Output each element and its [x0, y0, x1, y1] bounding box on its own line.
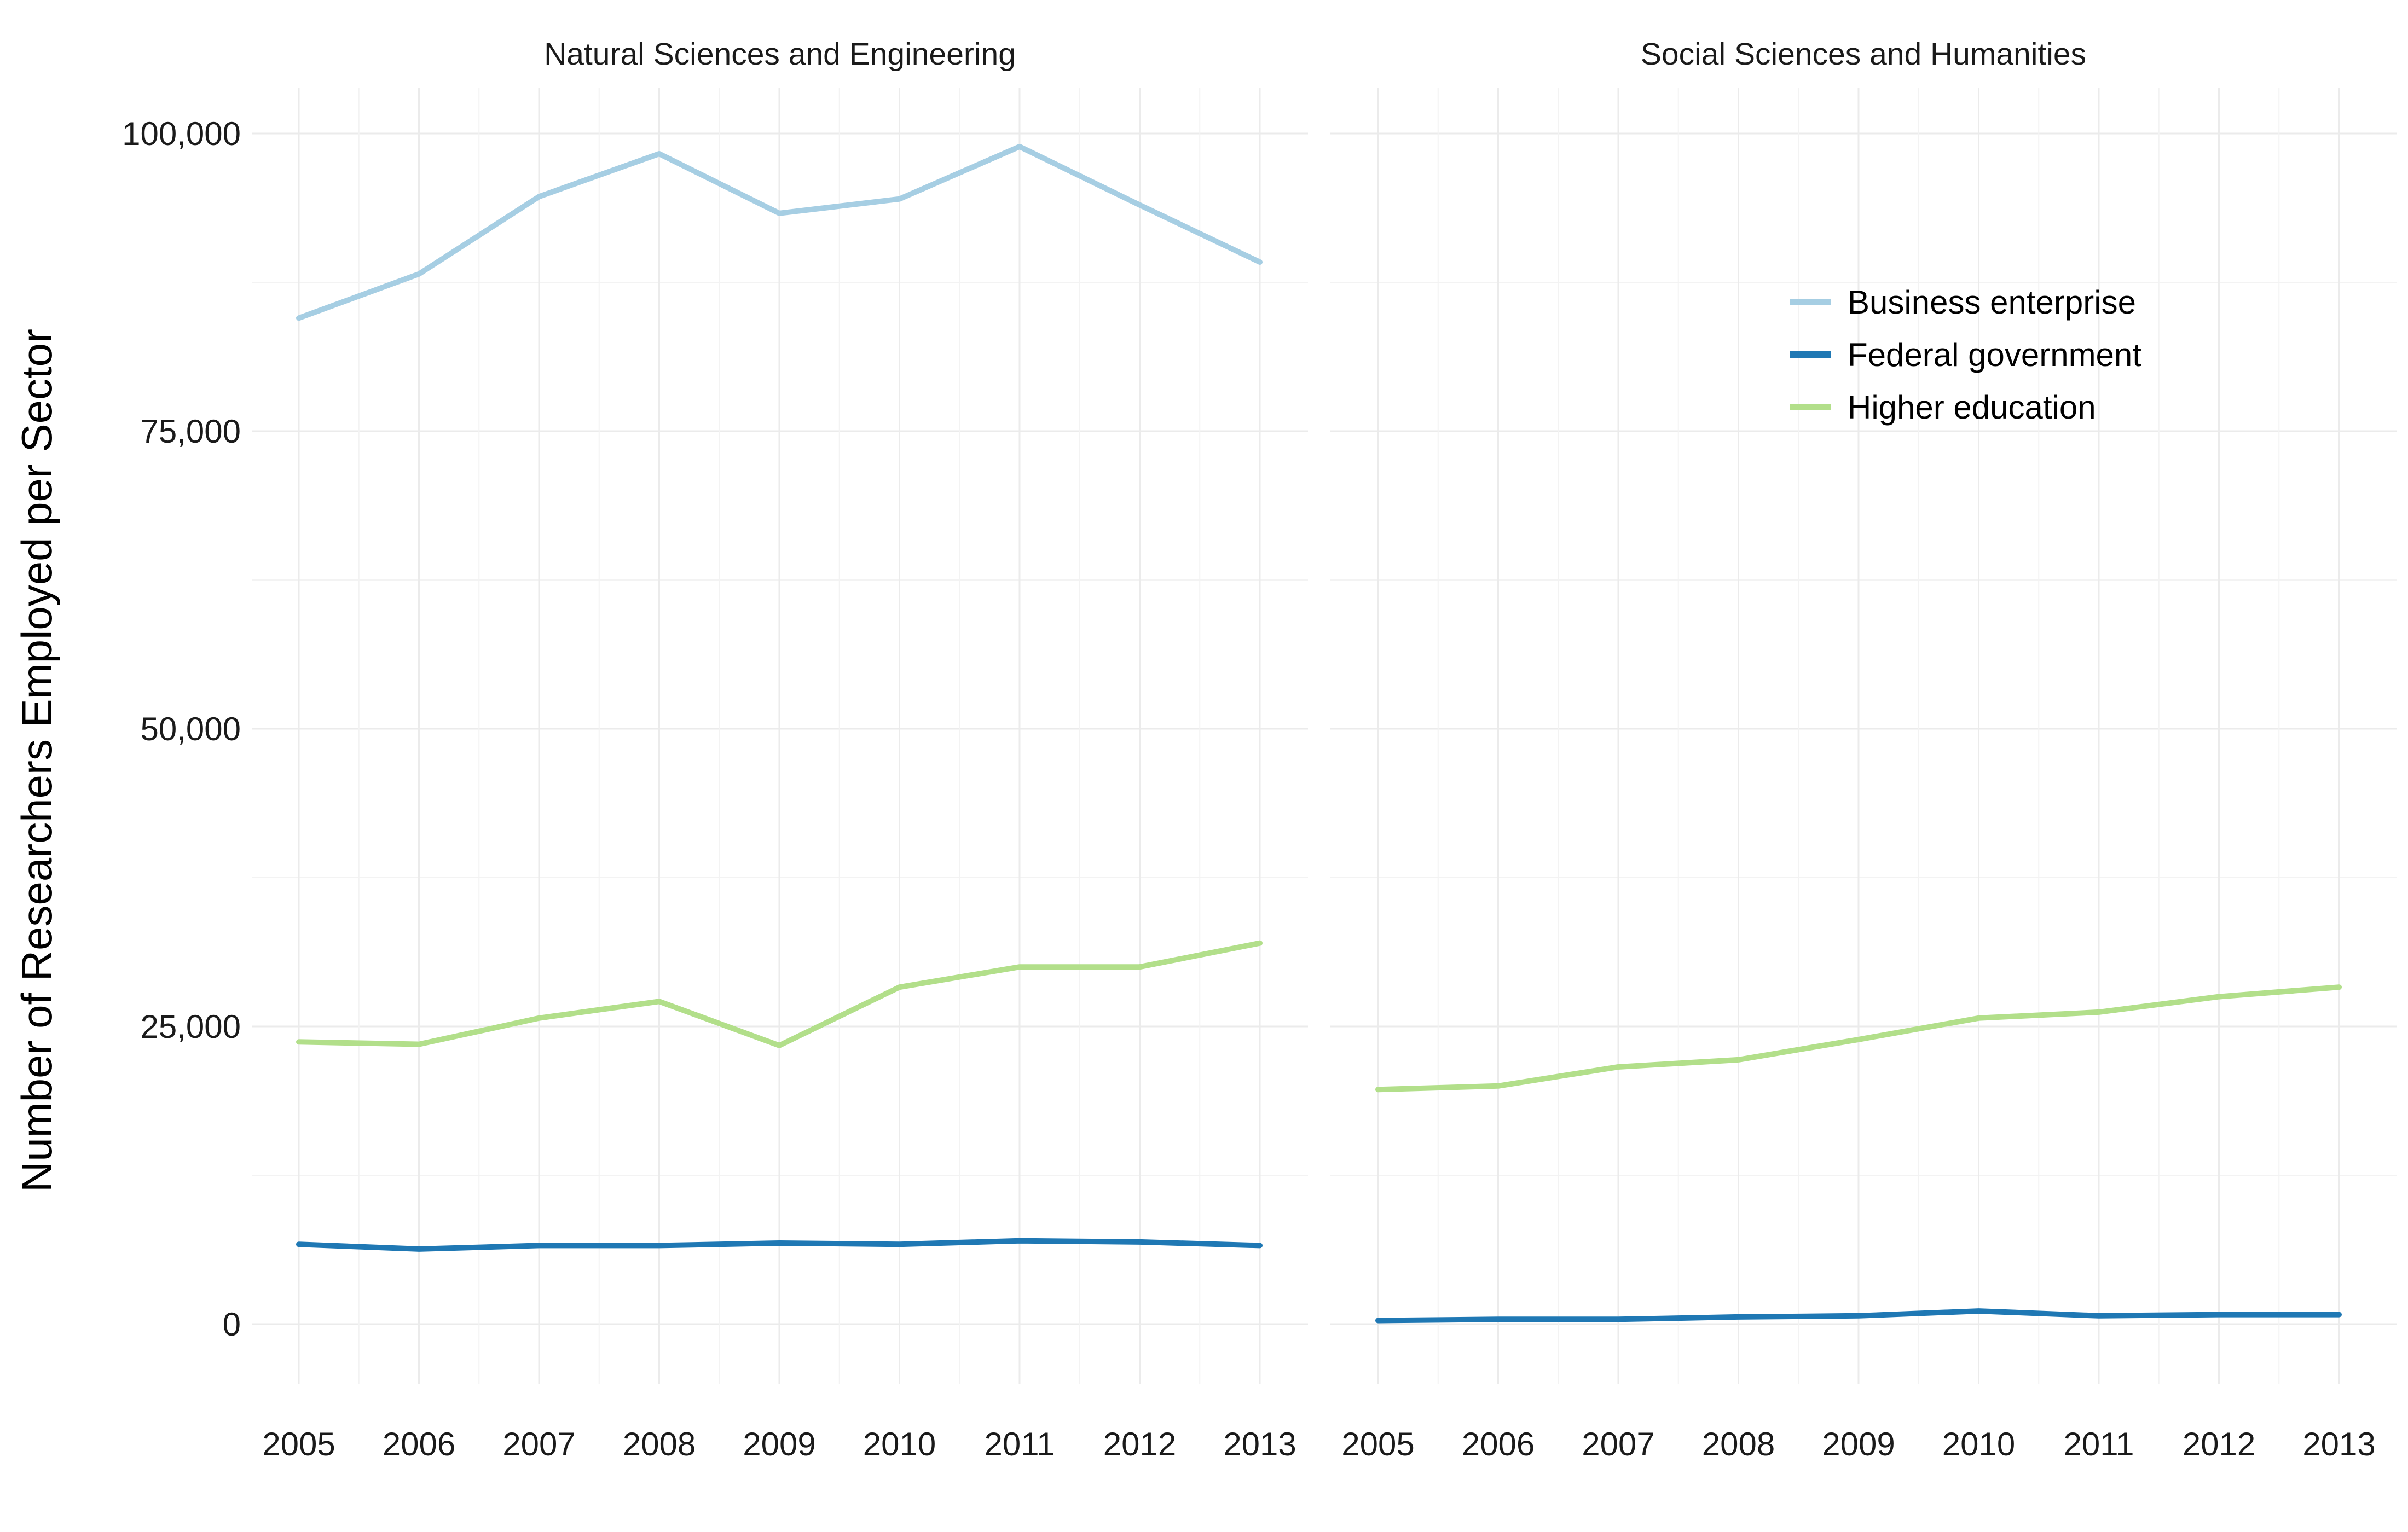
legend-label: Federal government: [1848, 336, 2141, 373]
x-tick-label: 2008: [1702, 1426, 1775, 1463]
y-tick-label: 25,000: [140, 1008, 241, 1045]
legend: Business enterprise Federal government Hig…: [1790, 284, 2141, 426]
x-tick-label: 2006: [383, 1426, 455, 1463]
label-layer: Natural Sciences and Engineering 2005 2006…: [122, 37, 2376, 1463]
x-tick-label: 2005: [262, 1426, 335, 1463]
grid-layer: [252, 88, 2397, 1384]
series-line-higher-education: [1375, 984, 2342, 1093]
x-tick-label: 2011: [2063, 1426, 2134, 1463]
x-tick-label: 2012: [1103, 1426, 1176, 1463]
y-tick-label: 75,000: [140, 413, 241, 450]
x-tick-label: 2007: [1582, 1426, 1654, 1463]
x-tick-label: 2010: [863, 1426, 936, 1463]
y-tick-label: 100,000: [122, 115, 241, 152]
facet-title: Social Sciences and Humanities: [1641, 37, 2086, 72]
x-tick-label: 2011: [984, 1426, 1055, 1463]
series-layer: [296, 143, 2342, 1324]
x-tick-label: 2007: [502, 1426, 575, 1463]
y-tick-label: 50,000: [140, 711, 241, 747]
x-tick-label: 2013: [2302, 1426, 2375, 1463]
series-line-federal-government: [1375, 1308, 2342, 1324]
legend-label: Business enterprise: [1848, 284, 2136, 321]
x-tick-label: 2013: [1223, 1426, 1296, 1463]
series-line-business-enterprise: [296, 143, 1263, 321]
x-tick-label: 2009: [743, 1426, 815, 1463]
legend-label: Higher education: [1848, 389, 2096, 426]
x-tick-label: 2010: [1942, 1426, 2015, 1463]
y-axis-title: Number of Researchers Employed per Secto…: [13, 329, 61, 1192]
series-line-federal-government: [296, 1238, 1263, 1252]
facet-title: Natural Sciences and Engineering: [544, 37, 1016, 72]
x-tick-label: 2005: [1341, 1426, 1414, 1463]
x-tick-label: 2012: [2183, 1426, 2255, 1463]
series-line-higher-education: [296, 940, 1263, 1048]
x-tick-label: 2008: [623, 1426, 696, 1463]
x-tick-label: 2006: [1462, 1426, 1535, 1463]
x-tick-label: 2009: [1822, 1426, 1895, 1463]
y-tick-label: 0: [223, 1306, 241, 1343]
